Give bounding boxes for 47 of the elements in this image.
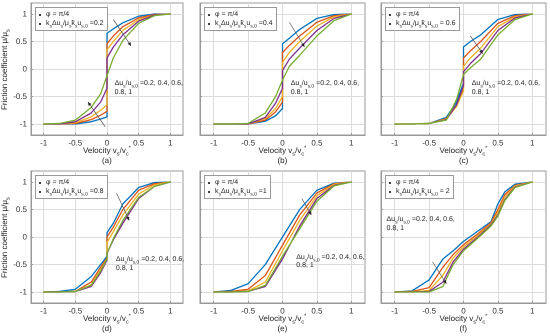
- line-series: [43, 13, 171, 125]
- x-tick-label: -0.5: [422, 138, 437, 148]
- x-tick-label: -1: [40, 306, 48, 316]
- x-tick-label: 0: [104, 306, 110, 316]
- y-tick-label: -1: [20, 288, 28, 296]
- text: (d): [102, 324, 112, 334]
- y-tick-label: 0: [22, 64, 28, 74]
- x-tick-label: 0.5: [311, 138, 323, 148]
- x-tick-label: 0.5: [492, 306, 504, 316]
- y-tick-label: -1: [20, 120, 28, 128]
- y-tick-label: -0.5: [13, 92, 28, 101]
- x-tick-label: 0.5: [133, 306, 145, 316]
- x-tick-label: 1: [530, 306, 536, 316]
- text: (a): [102, 156, 112, 166]
- x-tick-label: 0: [280, 306, 286, 316]
- x-tick-label: -1: [391, 306, 399, 316]
- x-tick-label: -0.5: [68, 138, 83, 148]
- x-tick-label: 1: [349, 306, 354, 316]
- x-tick-label: 0.5: [492, 138, 504, 148]
- x-tick-label: 1: [530, 138, 536, 148]
- x-tick-label: 0.5: [133, 138, 145, 148]
- x-tick-label: -0.5: [241, 138, 256, 148]
- x-tick-label: 1: [168, 306, 174, 316]
- x-tick-label: 0: [104, 138, 110, 148]
- text: (b): [278, 156, 288, 166]
- x-tick-label: 1: [168, 138, 174, 148]
- x-tick-label: 0.5: [311, 306, 323, 316]
- x-tick-label: -1: [210, 138, 218, 148]
- y-tick-label: 0.5: [16, 37, 28, 46]
- x-tick-label: -0.5: [422, 306, 437, 316]
- y-tick-label: 0: [22, 232, 28, 242]
- x-tick-label: 0: [461, 306, 466, 316]
- y-tick-label: -0.5: [13, 260, 28, 269]
- y-tick-label: 0.5: [16, 205, 28, 214]
- x-tick-label: 1: [349, 138, 354, 148]
- x-tick-label: -1: [40, 138, 48, 148]
- y-tick-label: 1: [22, 10, 28, 18]
- x-tick-label: -1: [391, 138, 399, 148]
- x-tick-label: 0: [280, 138, 286, 148]
- y-tick-label: 1: [22, 178, 28, 186]
- text: (e): [278, 324, 288, 334]
- x-tick-label: -0.5: [68, 306, 83, 316]
- text: (f): [460, 324, 468, 334]
- text: (c): [459, 156, 468, 166]
- x-tick-label: -0.5: [241, 306, 256, 316]
- x-tick-label: -1: [210, 306, 218, 316]
- x-tick-label: 0: [461, 138, 466, 148]
